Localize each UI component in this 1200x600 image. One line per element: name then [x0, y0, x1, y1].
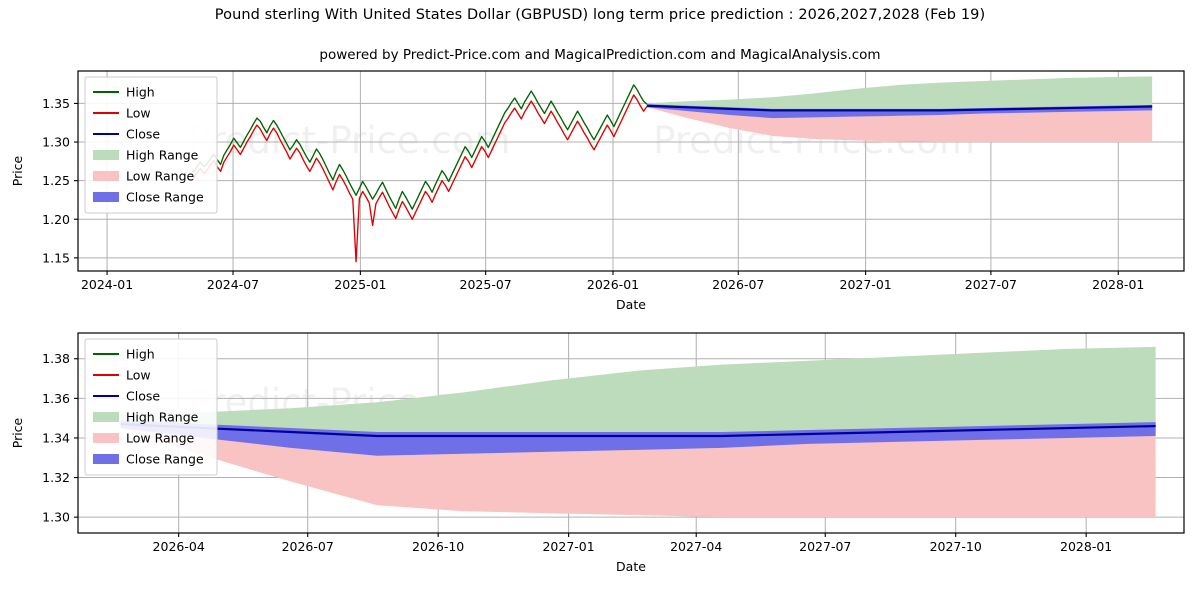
legend-item-label: Low — [126, 106, 151, 121]
x-tick-label: 2027-07 — [799, 539, 851, 554]
legend-item-low: Low — [93, 368, 151, 383]
legend-item-label: High — [126, 85, 155, 100]
x-tick-label: 2028-01 — [1092, 277, 1144, 292]
close-forecast-line — [120, 422, 1156, 438]
data-group — [120, 346, 1156, 518]
x-tick-label: 2024-01 — [81, 277, 133, 292]
legend-item-high: High — [93, 347, 155, 362]
close-range-band — [120, 420, 1156, 456]
high-history-line — [190, 84, 648, 210]
legend-item-label: Close — [126, 127, 160, 142]
y-axis-label: Price — [10, 155, 25, 186]
axis-ticks: 1.30 1.32 1.34 1.36 1.38 2026-04 2026-07 2026-1… — [42, 351, 1112, 554]
legend-item-close: Close — [93, 389, 160, 404]
x-tick-label: 2026-10 — [412, 539, 464, 554]
x-tick-label: 2027-04 — [670, 539, 722, 554]
legend-item-label: Low Range — [126, 431, 195, 446]
x-tick-label: 2027-07 — [965, 277, 1017, 292]
legend-patch-swatch — [93, 454, 119, 464]
data-group — [190, 76, 1153, 263]
legend-item-label: High Range — [126, 410, 199, 425]
plot-frame — [77, 332, 1185, 534]
legend-item-label: High — [126, 347, 155, 362]
plot-frame — [77, 70, 1185, 272]
legend-item-high: High — [93, 85, 155, 100]
legend-item-label: Low Range — [126, 169, 195, 184]
x-axis-label: Date — [616, 559, 646, 574]
legend-item-label: High Range — [126, 148, 199, 163]
legend-item-low-range: Low Range — [93, 431, 195, 446]
legend-item-high-range: High Range — [93, 410, 199, 425]
legend-patch-swatch — [93, 150, 119, 160]
legend-patch-swatch — [93, 171, 119, 181]
x-tick-label: 2027-01 — [840, 277, 892, 292]
x-tick-label: 2026-04 — [153, 539, 205, 554]
y-tick-label: 1.15 — [42, 250, 70, 265]
legend-item-label: Close Range — [126, 190, 204, 205]
x-tick-label: 2026-07 — [282, 539, 334, 554]
legend-item-label: Low — [126, 368, 151, 383]
close-forecast-line — [646, 104, 1153, 112]
y-tick-label: 1.35 — [42, 96, 70, 111]
low-history-line — [190, 94, 648, 263]
x-tick-label: 2026-01 — [587, 277, 639, 292]
legend-item-high-range: High Range — [93, 148, 199, 163]
legend-patch-swatch — [93, 433, 119, 443]
watermark-text: Predict-Price.com — [189, 119, 511, 162]
page-title: Pound sterling With United States Dollar… — [214, 7, 986, 23]
y-axis-label: Price — [10, 417, 25, 448]
legend-item-label: Close Range — [126, 452, 204, 467]
page-subtitle: powered by Predict-Price.com and Magical… — [319, 47, 881, 63]
legend-item-label: Close — [126, 389, 160, 404]
x-axis-label: Date — [616, 297, 646, 312]
legend-patch-swatch — [93, 412, 119, 422]
x-tick-label: 2027-01 — [542, 539, 594, 554]
y-tick-label: 1.20 — [42, 212, 70, 227]
y-tick-label: 1.30 — [42, 135, 70, 150]
legend-forecast-zoom: High Low Close High Range Low Range Close Ran… — [84, 338, 218, 476]
y-tick-label: 1.30 — [42, 510, 70, 525]
x-tick-label: 2025-01 — [334, 277, 386, 292]
gridlines — [78, 71, 1184, 271]
legend-item-low: Low — [93, 106, 151, 121]
high-range-band — [120, 346, 1156, 436]
y-tick-label: 1.38 — [42, 351, 70, 366]
x-tick-label: 2024-07 — [207, 277, 259, 292]
y-tick-label: 1.36 — [42, 391, 70, 406]
chart-panel-overview: Predict-Price.com Predict-Price.com1.151.… — [10, 70, 1185, 312]
y-tick-label: 1.32 — [42, 470, 70, 485]
high-range-band — [646, 76, 1153, 111]
legend-item-close-range: Close Range — [93, 452, 204, 467]
x-tick-label: 2026-07 — [712, 277, 764, 292]
legend-item-close-range: Close Range — [93, 190, 204, 205]
legend-patch-swatch — [93, 192, 119, 202]
x-tick-label: 2025-07 — [460, 277, 512, 292]
y-tick-label: 1.34 — [42, 430, 70, 445]
y-tick-label: 1.25 — [42, 173, 70, 188]
x-tick-label: 2027-10 — [930, 539, 982, 554]
x-tick-label: 2028-01 — [1060, 539, 1112, 554]
legend-overview: High Low Close High Range Low Range Close Ran… — [84, 76, 218, 214]
legend-item-low-range: Low Range — [93, 169, 195, 184]
chart-panel-forecast-zoom: Predict-Price.comPredict-Price.com1.301.… — [10, 332, 1185, 574]
legend-item-close: Close — [93, 127, 160, 142]
axis-ticks: 1.15 1.20 1.25 1.30 1.35 2024-01 2024-07 2025-0… — [42, 96, 1144, 292]
